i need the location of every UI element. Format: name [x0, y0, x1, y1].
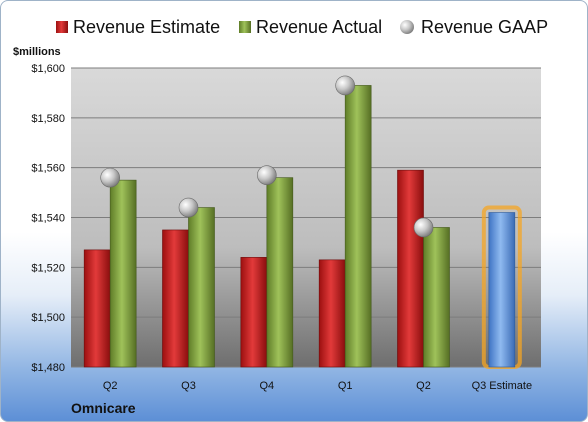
y-tick-label: $1,580: [31, 113, 65, 125]
legend-label-estimate: Revenue Estimate: [73, 17, 220, 37]
legend: Revenue Estimate Revenue Actual Revenue …: [56, 17, 548, 37]
y-axis-unit: $millions: [13, 46, 61, 58]
bars: [83, 85, 522, 369]
legend-swatch-estimate: [56, 21, 68, 33]
x-tick-label: Q2: [103, 380, 118, 392]
x-tick-label: Q3: [181, 380, 196, 392]
bar-revenue-estimate: [83, 249, 111, 368]
bar-revenue-actual: [344, 85, 372, 368]
y-tick-label: $1,600: [31, 63, 65, 75]
y-tick-label: $1,500: [31, 312, 65, 324]
bar-revenue-actual: [188, 207, 215, 368]
bar-revenue-estimate: [318, 259, 346, 368]
bar-q3-estimate: [488, 212, 516, 368]
y-tick-label: $1,520: [31, 262, 65, 274]
x-axis-ticks: Q2 Q3 Q4 Q1 Q2 Q3 Estimate: [103, 380, 532, 392]
legend-label-gaap: Revenue GAAP: [421, 17, 548, 37]
marker-revenue-gaap: [100, 167, 120, 188]
x-tick-label: Q2: [416, 380, 431, 392]
bar-revenue-actual: [266, 177, 294, 368]
legend-swatch-gaap: [400, 20, 414, 34]
x-tick-label: Q3 Estimate: [472, 380, 533, 392]
marker-revenue-gaap: [257, 165, 277, 185]
bar-revenue-estimate: [162, 229, 189, 368]
gaap-markers: [100, 75, 434, 238]
gridlines: [71, 67, 541, 368]
bar-revenue-actual: [109, 179, 137, 368]
bar-revenue-estimate: [240, 257, 268, 368]
x-tick-label: Q4: [259, 380, 274, 392]
bar-revenue-estimate: [397, 169, 424, 368]
y-tick-label: $1,480: [31, 362, 65, 374]
legend-label-actual: Revenue Actual: [256, 17, 382, 37]
y-tick-label: $1,540: [31, 213, 65, 225]
x-tick-label: Q1: [338, 380, 353, 392]
company-name: Omnicare: [71, 400, 136, 416]
y-tick-label: $1,560: [31, 163, 65, 175]
marker-revenue-gaap: [335, 75, 355, 96]
y-axis-ticks: $1,480 $1,500 $1,520 $1,540 $1,560 $1,580 $1,6…: [31, 63, 65, 374]
marker-revenue-gaap: [178, 197, 199, 218]
marker-revenue-gaap: [413, 217, 434, 238]
bar-revenue-actual: [423, 227, 450, 368]
legend-swatch-actual: [239, 21, 251, 33]
